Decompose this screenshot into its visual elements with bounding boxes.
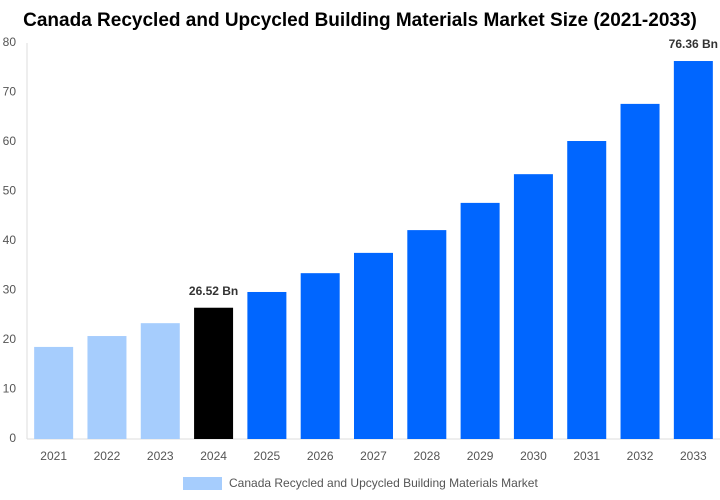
legend-label: Canada Recycled and Upcycled Building Ma… <box>229 476 538 490</box>
legend-swatch <box>183 477 222 490</box>
x-tick-label: 2027 <box>360 449 387 463</box>
value-label: 76.36 Bn <box>669 37 718 51</box>
y-tick-label: 60 <box>3 134 17 148</box>
bar <box>513 174 553 440</box>
value-label: 26.52 Bn <box>189 284 238 298</box>
x-tick-label: 2033 <box>680 449 707 463</box>
chart-title: Canada Recycled and Upcycled Building Ma… <box>23 10 697 31</box>
y-tick-label: 70 <box>3 85 17 99</box>
bar <box>34 346 74 439</box>
y-tick-label: 10 <box>3 382 17 396</box>
x-tick-label: 2032 <box>627 449 654 463</box>
bar <box>247 291 287 439</box>
y-tick-label: 20 <box>3 332 17 346</box>
x-tick-label: 2031 <box>573 449 600 463</box>
bar <box>140 323 180 439</box>
x-tick-label: 2029 <box>467 449 494 463</box>
bar <box>460 202 500 439</box>
x-tick-label: 2021 <box>40 449 67 463</box>
bar <box>300 273 340 439</box>
y-tick-label: 0 <box>9 431 16 445</box>
x-tick-label: 2022 <box>94 449 121 463</box>
x-tick-label: 2025 <box>254 449 281 463</box>
y-tick-label: 80 <box>3 35 17 49</box>
x-tick-label: 2030 <box>520 449 547 463</box>
bar <box>87 336 127 439</box>
bar <box>567 141 607 439</box>
bar <box>407 230 447 439</box>
bar <box>620 103 660 439</box>
y-tick-label: 50 <box>3 184 17 198</box>
x-tick-label: 2026 <box>307 449 334 463</box>
bar <box>194 307 234 439</box>
y-tick-label: 40 <box>3 233 17 247</box>
y-tick-label: 30 <box>3 283 17 297</box>
bar <box>354 252 393 439</box>
x-tick-label: 2023 <box>147 449 174 463</box>
x-tick-label: 2028 <box>413 449 440 463</box>
x-tick-label: 2024 <box>200 449 227 463</box>
bar <box>673 61 713 439</box>
